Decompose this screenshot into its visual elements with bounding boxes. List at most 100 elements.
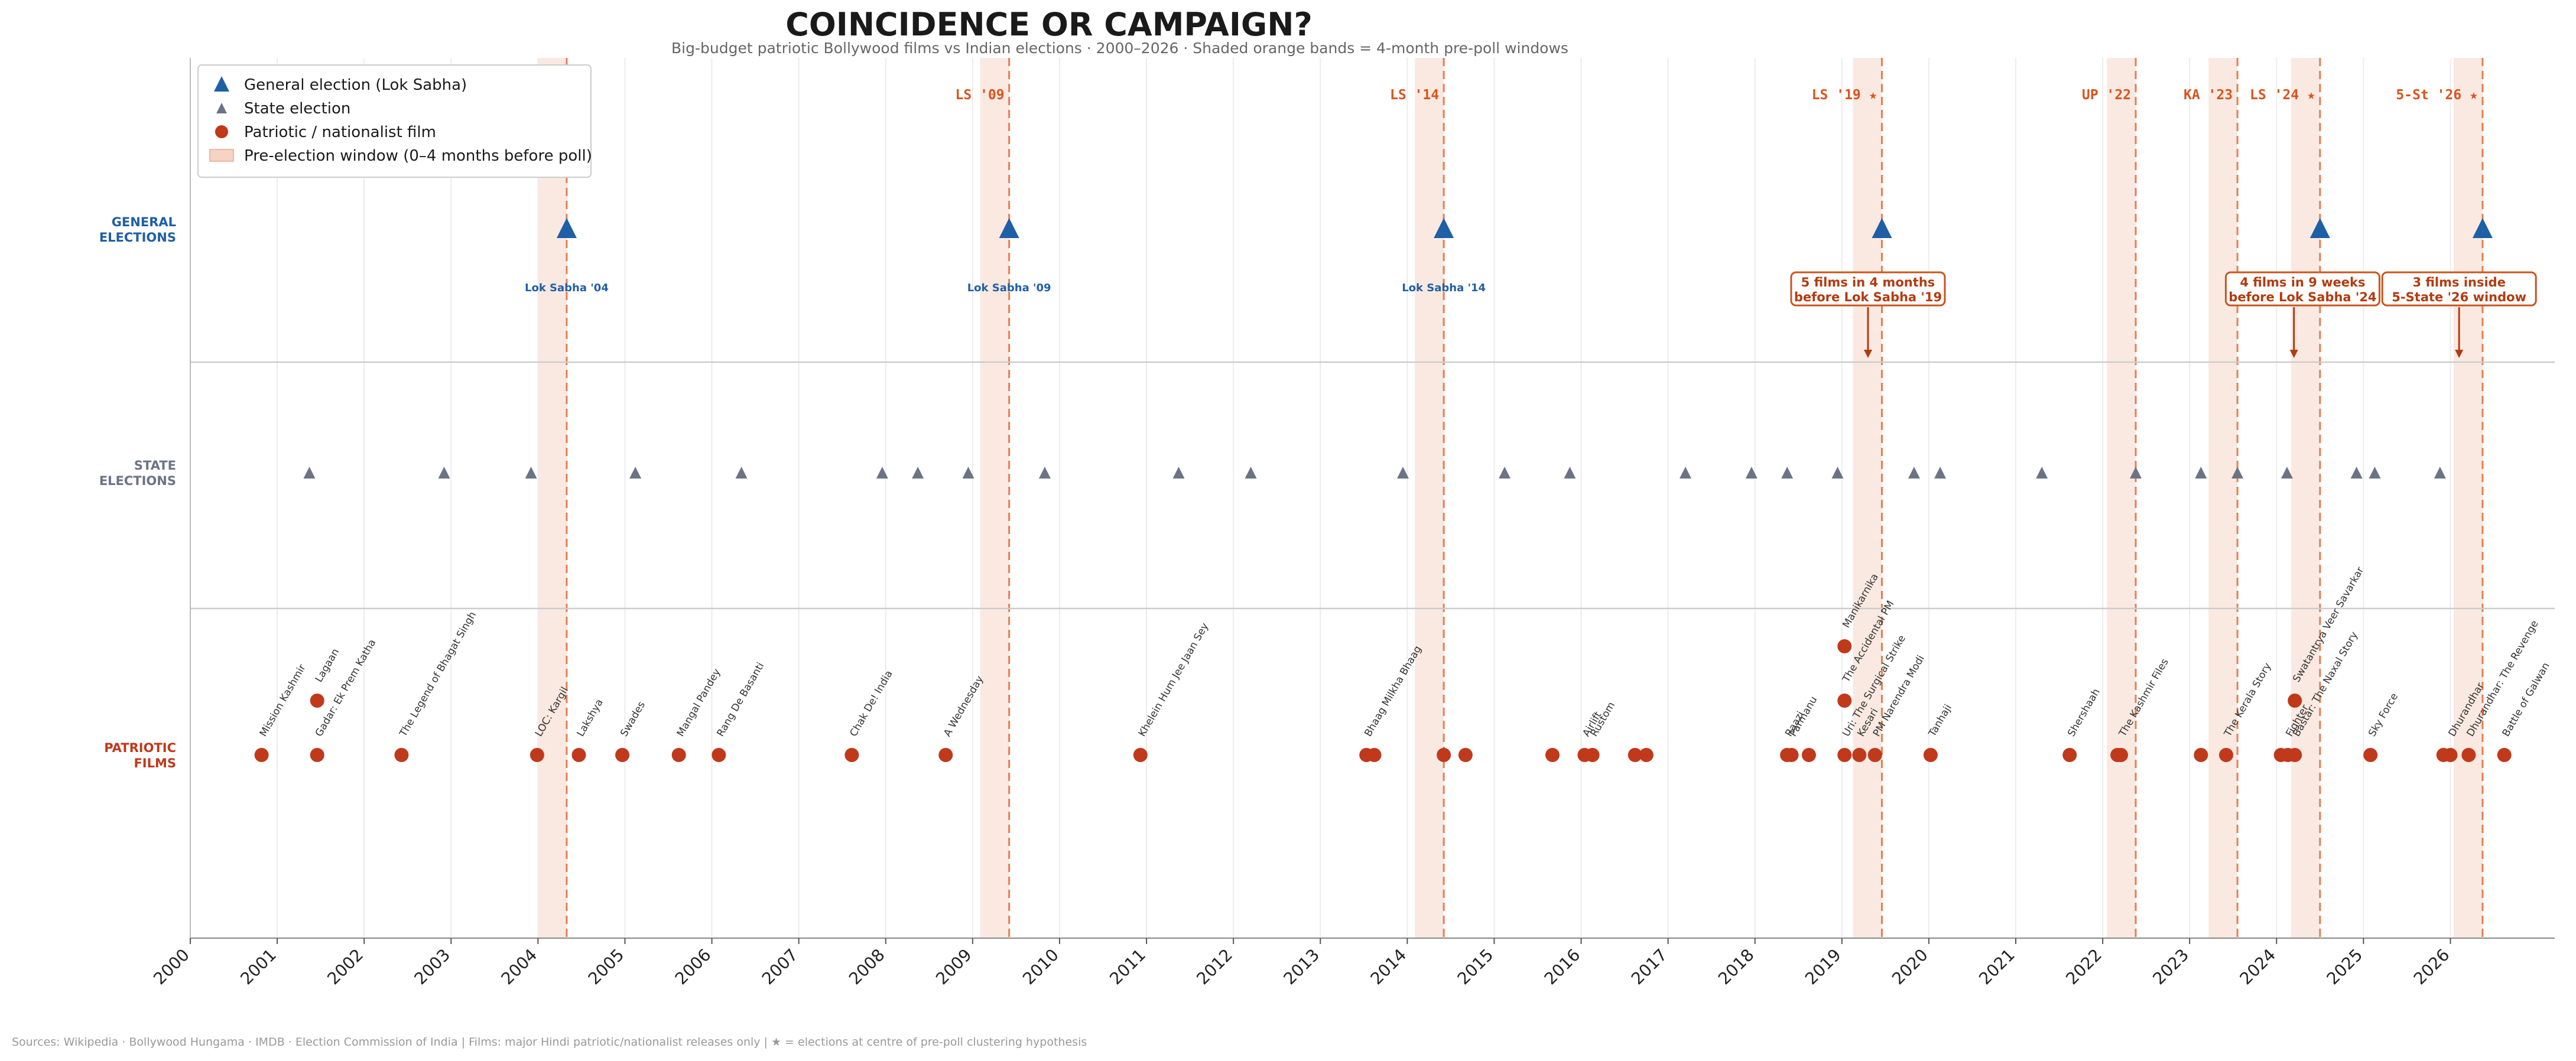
x-tick-label: 2014 bbox=[1367, 945, 1411, 989]
chart-title: COINCIDENCE OR CAMPAIGN? bbox=[785, 6, 1313, 43]
film-marker bbox=[310, 694, 324, 708]
callout-box bbox=[1790, 271, 1946, 307]
film-marker bbox=[712, 748, 726, 762]
state-election-marker bbox=[1781, 467, 1794, 479]
general-election-marker bbox=[2472, 218, 2493, 238]
film-marker bbox=[1784, 748, 1799, 762]
general-election-marker bbox=[2309, 218, 2330, 238]
x-tick-label: 2021 bbox=[1975, 945, 2019, 989]
callout-box bbox=[2224, 271, 2380, 307]
state-election-marker bbox=[2129, 467, 2142, 479]
film-marker bbox=[1585, 748, 1600, 762]
film-marker bbox=[1837, 748, 1852, 762]
film-marker bbox=[310, 748, 324, 762]
chart-subtitle: Big-budget patriotic Bollywood films vs … bbox=[671, 40, 1568, 57]
film-marker bbox=[394, 748, 409, 762]
pre-election-window bbox=[2107, 58, 2136, 938]
film-marker bbox=[671, 748, 686, 762]
x-tick-label: 2000 bbox=[150, 945, 193, 989]
film-label: Sky Force bbox=[2366, 691, 2400, 739]
film-marker bbox=[1437, 748, 1451, 762]
source-note: Sources: Wikipedia · Bollywood Hungama ·… bbox=[12, 1036, 1087, 1049]
legend-label: Patriotic / nationalist film bbox=[244, 123, 436, 141]
callout-text: 4 films in 9 weeks bbox=[2240, 275, 2365, 289]
general-election-marker bbox=[1872, 218, 1892, 238]
film-marker bbox=[615, 748, 630, 762]
film-marker bbox=[2113, 748, 2128, 762]
film-marker bbox=[1367, 748, 1382, 762]
x-tick-label: 2001 bbox=[236, 945, 280, 989]
callout-text: before Lok Sabha '19 bbox=[1794, 290, 1942, 304]
state-election-marker bbox=[2231, 467, 2244, 479]
film-marker bbox=[1837, 694, 1852, 708]
x-tick-label: 2013 bbox=[1279, 945, 1323, 989]
general-election-label: Lok Sabha '14 bbox=[1402, 282, 1486, 294]
film-marker bbox=[2461, 748, 2476, 762]
film-label: Lakshya bbox=[575, 697, 606, 738]
row-label-films: PATRIOTIC FILMS bbox=[104, 741, 176, 770]
general-election-label: Lok Sabha '04 bbox=[525, 282, 609, 294]
window-label: 5-St '26 ★ bbox=[2396, 87, 2478, 103]
x-tick-label: 2002 bbox=[323, 945, 367, 989]
film-label: Gadar: Ek Prem Katha bbox=[313, 637, 379, 739]
x-tick-label: 2005 bbox=[584, 945, 628, 989]
film-label: Lagaan bbox=[313, 647, 342, 685]
x-tick-label: 2011 bbox=[1106, 945, 1149, 989]
x-tick-label: 2004 bbox=[498, 945, 541, 989]
pre-election-window bbox=[537, 58, 567, 938]
film-marker bbox=[254, 748, 269, 762]
state-election-marker bbox=[735, 467, 748, 479]
film-marker bbox=[2443, 748, 2458, 762]
marks-layer bbox=[254, 218, 2512, 762]
state-election-marker bbox=[1831, 467, 1844, 479]
film-marker bbox=[1837, 639, 1852, 653]
x-tick-label: 2020 bbox=[1888, 945, 1932, 989]
x-tick-label: 2017 bbox=[1628, 945, 1671, 989]
state-election-marker bbox=[2281, 467, 2293, 479]
legend-label: Pre-election window (0–4 months before p… bbox=[244, 147, 592, 165]
x-tick-label: 2007 bbox=[758, 945, 802, 989]
pre-election-window bbox=[2208, 58, 2238, 938]
window-label: UP '22 bbox=[2082, 87, 2131, 103]
film-marker bbox=[1458, 748, 1473, 762]
state-election-marker bbox=[2369, 467, 2381, 479]
x-tick-label: 2009 bbox=[932, 945, 976, 989]
state-election-marker bbox=[1564, 467, 1576, 479]
pre-election-window bbox=[1415, 58, 1444, 938]
x-tick-label: 2019 bbox=[1801, 945, 1845, 989]
window-label: LS '24 ★ bbox=[2250, 87, 2315, 103]
film-label: Tanhaji bbox=[1926, 702, 1954, 739]
x-tick-label: 2012 bbox=[1193, 945, 1236, 989]
film-marker bbox=[2497, 748, 2512, 762]
x-tick-label: 2003 bbox=[411, 945, 454, 989]
film-marker bbox=[1639, 748, 1654, 762]
x-tick-label: 2018 bbox=[1714, 945, 1758, 989]
film-marker bbox=[1867, 748, 1882, 762]
film-marker bbox=[2363, 748, 2378, 762]
film-marker bbox=[1545, 748, 1560, 762]
state-election-marker bbox=[2434, 467, 2446, 479]
callout-text: 5-State '26 window bbox=[2392, 290, 2526, 304]
film-marker bbox=[2288, 748, 2302, 762]
x-tick-label: 2006 bbox=[671, 945, 715, 989]
legend-band-marker bbox=[209, 149, 234, 162]
x-tick-label: 2008 bbox=[845, 945, 889, 989]
general-election-marker bbox=[999, 218, 1019, 238]
callout-arrow-head bbox=[1863, 350, 1872, 358]
film-label: Mangal Pandey bbox=[675, 667, 723, 739]
film-marker bbox=[1628, 748, 1642, 762]
pre-election-window bbox=[980, 58, 1009, 938]
pre-election-window bbox=[1853, 58, 1882, 938]
state-election-marker bbox=[525, 467, 537, 479]
legend-state-marker bbox=[216, 103, 227, 113]
legend-film-marker bbox=[215, 125, 228, 138]
legend-box bbox=[197, 64, 592, 178]
state-election-marker bbox=[629, 467, 642, 479]
state-election-marker bbox=[2036, 467, 2048, 479]
state-election-marker bbox=[1172, 467, 1185, 479]
film-marker bbox=[571, 748, 586, 762]
film-marker bbox=[1852, 748, 1867, 762]
callout-arrow-head bbox=[2289, 350, 2298, 358]
